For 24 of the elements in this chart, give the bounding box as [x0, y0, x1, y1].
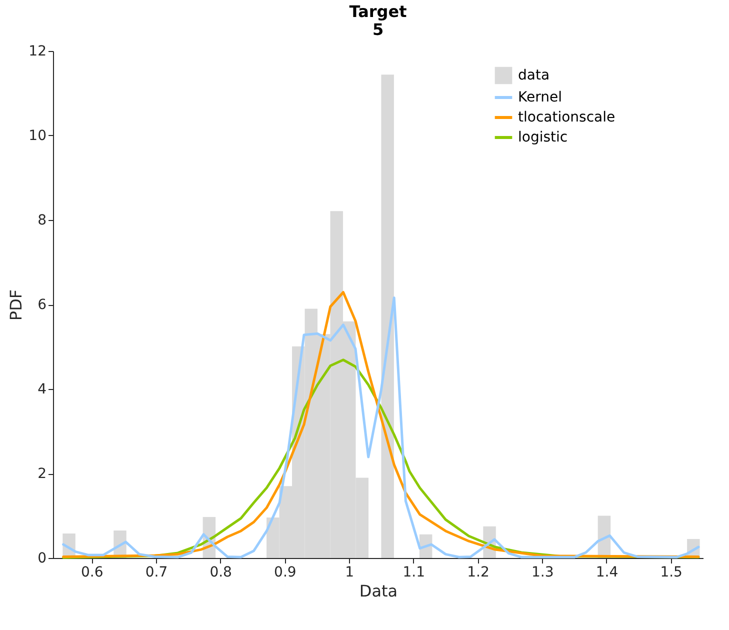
legend-label: logistic — [518, 130, 568, 146]
legend-label: tlocationscale — [518, 110, 616, 126]
x-tick-label: 0.8 — [210, 564, 232, 580]
legend-label: data — [518, 68, 550, 84]
y-tick-label: 6 — [38, 297, 47, 313]
chart-title: Target 5 — [349, 2, 408, 39]
x-tick-label: 0.7 — [145, 564, 168, 580]
x-tick-label: 0.9 — [274, 564, 296, 580]
x-tick-label: 0.6 — [80, 564, 104, 580]
y-tick-label: 4 — [38, 382, 47, 398]
y-tick-label: 8 — [38, 212, 46, 228]
x-axis-title: Data — [359, 582, 398, 600]
x-tick-label: 1.1 — [402, 564, 426, 580]
x-tick-label: 1.4 — [596, 564, 618, 580]
x-tick-label: 1.5 — [660, 564, 682, 580]
y-tick-label: 12 — [28, 44, 46, 60]
x-tick-label: 1.3 — [531, 564, 554, 580]
y-tick-label: 0 — [38, 550, 46, 566]
x-tick-label: 1 — [345, 564, 354, 580]
x-tick-label: 1.2 — [467, 564, 490, 580]
y-axis-title: PDF — [6, 289, 26, 321]
legend-label: Kernel — [518, 90, 562, 106]
y-tick-label: 2 — [38, 466, 46, 482]
y-tick-label: 10 — [28, 128, 46, 144]
